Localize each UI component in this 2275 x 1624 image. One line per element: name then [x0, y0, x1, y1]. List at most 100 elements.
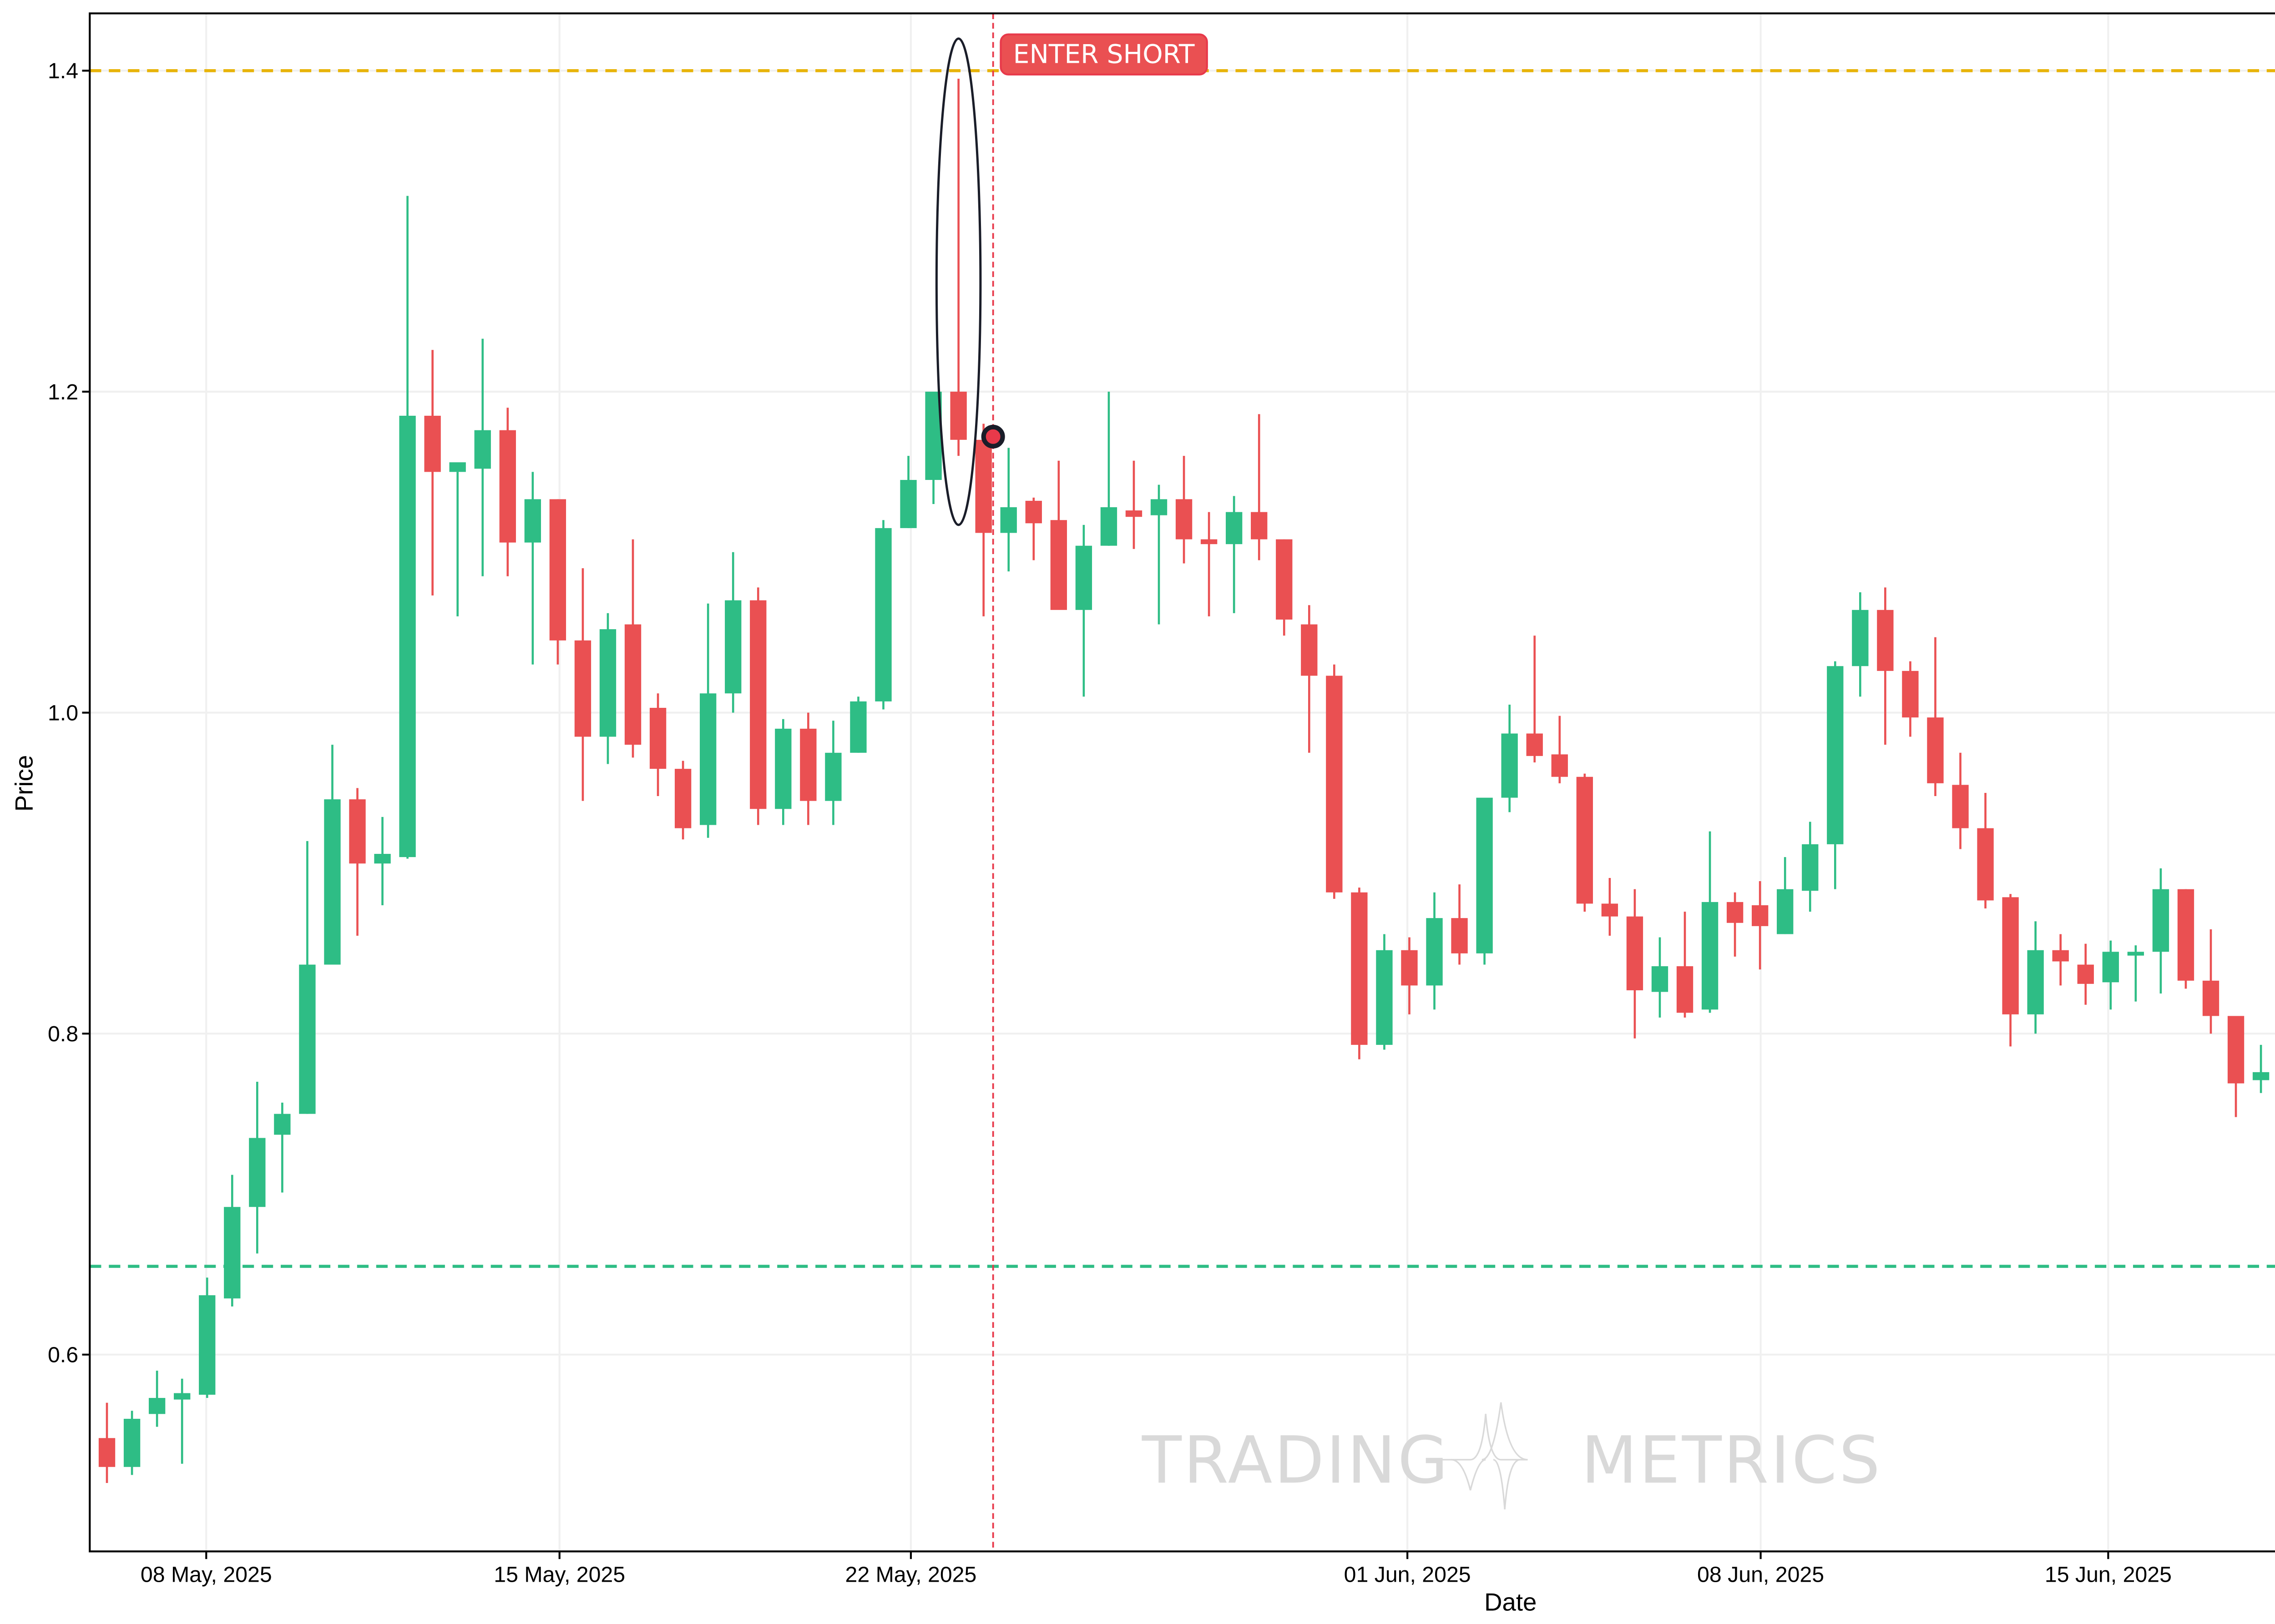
candle-up: [174, 1393, 191, 1400]
candle-up: [274, 1114, 291, 1135]
x-axis: 08 May, 2025 15 May, 2025 22 May, 2025 01 J…: [141, 1551, 2172, 1587]
watermark-right-text: METRICS: [1581, 1422, 1882, 1498]
x-tick-label: 01 Jun, 2025: [1344, 1563, 1471, 1587]
candle-down: [349, 799, 366, 864]
candle-up: [249, 1138, 266, 1207]
candle-down: [1751, 905, 1769, 926]
candle-down: [1726, 902, 1744, 923]
candle-down: [800, 728, 817, 801]
candle-down: [1902, 671, 1919, 718]
x-tick-label: 15 Jun, 2025: [2045, 1563, 2172, 1587]
overlays: [935, 37, 1005, 526]
candle-down: [574, 640, 592, 737]
candle-down: [1451, 918, 1468, 953]
horizontal-levels: [90, 69, 2275, 1268]
candle-down: [2202, 980, 2219, 1016]
candle-up: [2152, 889, 2169, 952]
candle-up: [1701, 902, 1719, 1010]
candle-down: [1676, 966, 1694, 1013]
y-axis: 0.6 0.8 1.0 1.2 1.4: [48, 59, 90, 1367]
candle-up: [199, 1295, 216, 1395]
candle-up: [875, 528, 892, 701]
enter-short-badge-label: ENTER SHORT: [1013, 40, 1195, 70]
candle-up: [1150, 499, 1168, 515]
candle-down: [1050, 520, 1067, 610]
candle-up: [1075, 545, 1092, 610]
candle-up: [1225, 512, 1243, 545]
candle-down: [2052, 950, 2069, 962]
candle-up: [524, 499, 541, 543]
candle-down: [1401, 950, 1418, 986]
watermark-left-text: TRADING: [1142, 1422, 1450, 1498]
x-tick-label: 08 Jun, 2025: [1697, 1563, 1824, 1587]
candle-down: [1952, 785, 1969, 828]
candle-down: [950, 392, 967, 440]
candle-up: [148, 1398, 166, 1414]
y-tick-label: 1.0: [48, 701, 78, 725]
candle-up: [2102, 952, 2119, 983]
candle-up: [900, 480, 917, 528]
y-axis-title: Price: [10, 755, 38, 812]
candle-up: [775, 728, 792, 809]
candle-up: [1827, 666, 1844, 844]
candle-down: [1977, 828, 1994, 901]
candle-up: [374, 854, 391, 864]
candle-down: [1276, 539, 1293, 620]
candle-up: [2252, 1072, 2270, 1080]
x-tick-label: 15 May, 2025: [494, 1563, 625, 1587]
x-tick-label: 22 May, 2025: [845, 1563, 977, 1587]
candle-down: [1251, 512, 1268, 540]
candle-down: [1125, 510, 1143, 517]
candle-up: [123, 1418, 141, 1467]
candle-up: [2127, 952, 2144, 956]
candle-up: [399, 415, 416, 857]
candle-up: [1376, 950, 1393, 1045]
candle-up: [474, 430, 491, 469]
candle-up: [1777, 889, 1794, 934]
candle-down: [2002, 897, 2019, 1014]
candle-up: [599, 629, 617, 737]
candle-down: [2177, 889, 2194, 981]
watermark-wave-icon: [1440, 1402, 1528, 1510]
candle-up: [224, 1207, 241, 1299]
plot-frame: [89, 12, 2275, 1553]
enter-short-badge: ENTER SHORT: [1000, 33, 1208, 76]
candle-up: [1476, 797, 1493, 953]
y-tick-label: 0.6: [48, 1343, 78, 1367]
candle-down: [750, 600, 767, 809]
candle-down: [1200, 539, 1218, 545]
y-tick-label: 0.8: [48, 1022, 78, 1046]
candle-down: [1326, 676, 1343, 893]
candle-up: [1426, 918, 1443, 986]
candle-down: [1175, 499, 1193, 540]
x-tick-label: 08 May, 2025: [141, 1563, 272, 1587]
candle-up: [324, 799, 341, 965]
candle-up: [825, 752, 842, 801]
candle-down: [975, 439, 992, 533]
x-axis-title: Date: [1484, 1589, 1537, 1616]
grid-lines: [90, 13, 2275, 1552]
candle-down: [1301, 624, 1318, 676]
candle-up: [1000, 507, 1017, 533]
candle-up: [1100, 507, 1117, 546]
candle-up: [1802, 844, 1819, 891]
enter-short-marker: [981, 424, 1005, 449]
candle-down: [1351, 892, 1368, 1045]
candle-down: [1601, 903, 1618, 917]
candle-down: [98, 1438, 116, 1467]
candle-down: [1576, 777, 1593, 904]
candle-down: [549, 499, 566, 641]
candles: [98, 79, 2270, 1483]
candle-up: [299, 964, 316, 1114]
candle-up: [1501, 733, 1518, 798]
highlight-ellipse: [935, 37, 982, 526]
signal-badges: ENTER SHORTEXIT SHORTSTOPLOSSDAILY SUPPO…: [1000, 33, 1208, 76]
candle-down: [1526, 733, 1543, 756]
candle-down: [649, 708, 667, 769]
candle-down: [1626, 916, 1643, 990]
candle-down: [499, 430, 516, 543]
candle-up: [1852, 610, 1869, 666]
candle-down: [2227, 1016, 2245, 1084]
enter-short-badge-bg: [1000, 33, 1208, 76]
